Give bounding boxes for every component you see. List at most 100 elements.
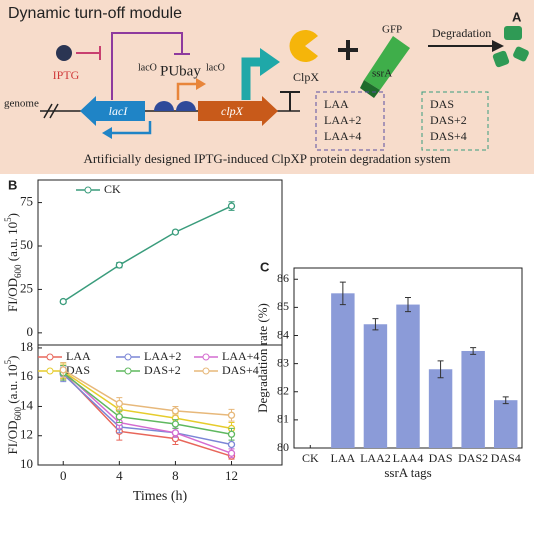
gfp-tube [364,36,410,90]
error-bar [437,360,444,379]
tag-item: DAS+2 [430,113,467,127]
legend-marker [46,353,54,361]
y-tick-label: 82 [277,384,289,398]
legend-label: DAS+4 [222,363,259,377]
point [171,420,180,428]
y-axis-label: Degradation rate (%) [255,303,270,413]
error-bar [405,297,411,313]
legend-label: LAA [66,349,91,363]
error-bar [470,347,477,355]
genome-label: genome [4,98,39,110]
panel-a-background [0,0,534,174]
expression-arrow [241,57,262,100]
label-part: ) [5,213,20,217]
iptg-molecule [56,45,72,61]
fragment [492,50,510,68]
diagram-title: Dynamic turn-off module [8,5,182,22]
fragments [492,26,529,68]
point [227,202,236,210]
y-tick-label: 84 [277,327,289,341]
point [227,411,236,419]
bar [461,350,485,448]
terminator [280,91,300,111]
x-tick-label: DAS4 [491,451,521,465]
operator-label: lacO [138,62,157,73]
y-tick-label: 80 [277,440,289,454]
repression-arrow [111,32,190,100]
fragment [504,26,522,40]
arrowhead [196,78,206,90]
error-bar [502,396,509,405]
series-line [62,369,232,416]
arrowhead [102,127,112,139]
x-tick-label: 4 [116,468,123,483]
y-tick-label: 18 [20,339,33,354]
point [115,413,123,421]
point [171,429,180,437]
y-tick-label: 12 [20,427,33,442]
series-line [62,370,232,454]
x-tick-label: CK [302,451,319,465]
series-line [62,370,232,430]
legend-marker [124,367,132,375]
label-part: (a.u. 10 [5,364,20,407]
point [115,399,123,408]
plot-frame [37,344,283,466]
panel-label: C [260,259,270,274]
y-tick-label: 0 [27,324,34,339]
panel-label: A [512,9,522,24]
break-mark [43,103,59,119]
tag-item: LAA+2 [324,113,361,127]
point [171,228,180,236]
legend-marker [202,367,210,375]
label-part: 600 [13,407,23,421]
series-line [62,372,232,436]
point [171,407,180,415]
x-tick-label: LAA [331,451,356,465]
legend-label: LAA+2 [144,349,181,363]
x-tick-label: 0 [60,468,67,483]
y-axis-label: FI/OD600 (a.u. 105) [3,213,23,312]
protein-label: ClpX [293,70,319,84]
series-line [62,373,232,446]
series-line [62,372,232,457]
y-tick-label: 25 [20,280,33,295]
tag-label: ssrA [372,68,392,80]
label-part: 5 [3,217,13,222]
y-tick-label: 75 [20,194,33,209]
caption: Artificially designed IPTG-induced ClpXP… [83,151,450,166]
legend-label: LAA+4 [222,349,259,363]
legend-marker [84,186,92,194]
tag-item: DAS [430,97,454,111]
label-part: (a.u. 10 [5,222,20,265]
label-part: 600 [13,264,23,278]
x-tick-label: DAS [429,451,453,465]
ssra-tag [360,80,380,98]
x-tick-label: LAA2 [360,451,391,465]
laci-gene [80,96,145,126]
bar [428,369,453,448]
label-part: FI/OD [5,278,20,312]
bar [363,324,388,448]
bar [493,400,518,448]
x-axis-label: Times (h) [133,489,188,504]
y-tick-label: 14 [20,397,34,412]
das-box [421,91,489,151]
legend-marker [202,353,210,361]
bar [331,293,355,448]
x-tick-label: 8 [172,468,179,483]
clpx-protein [289,29,318,62]
x-tick-label: LAA4 [393,451,424,465]
tag-item: LAA+4 [324,129,361,143]
point [227,440,236,449]
label-part: ) [5,356,20,360]
tag-item: LAA [324,97,349,111]
reporter-label: GFP [382,24,402,36]
legend-marker [46,367,54,375]
gene-label: clpX [221,104,244,118]
point [59,297,67,306]
fragment [513,46,529,62]
y-tick-label: 16 [20,368,34,383]
y-axis-label: FI/OD600 (a.u. 105) [3,356,23,455]
